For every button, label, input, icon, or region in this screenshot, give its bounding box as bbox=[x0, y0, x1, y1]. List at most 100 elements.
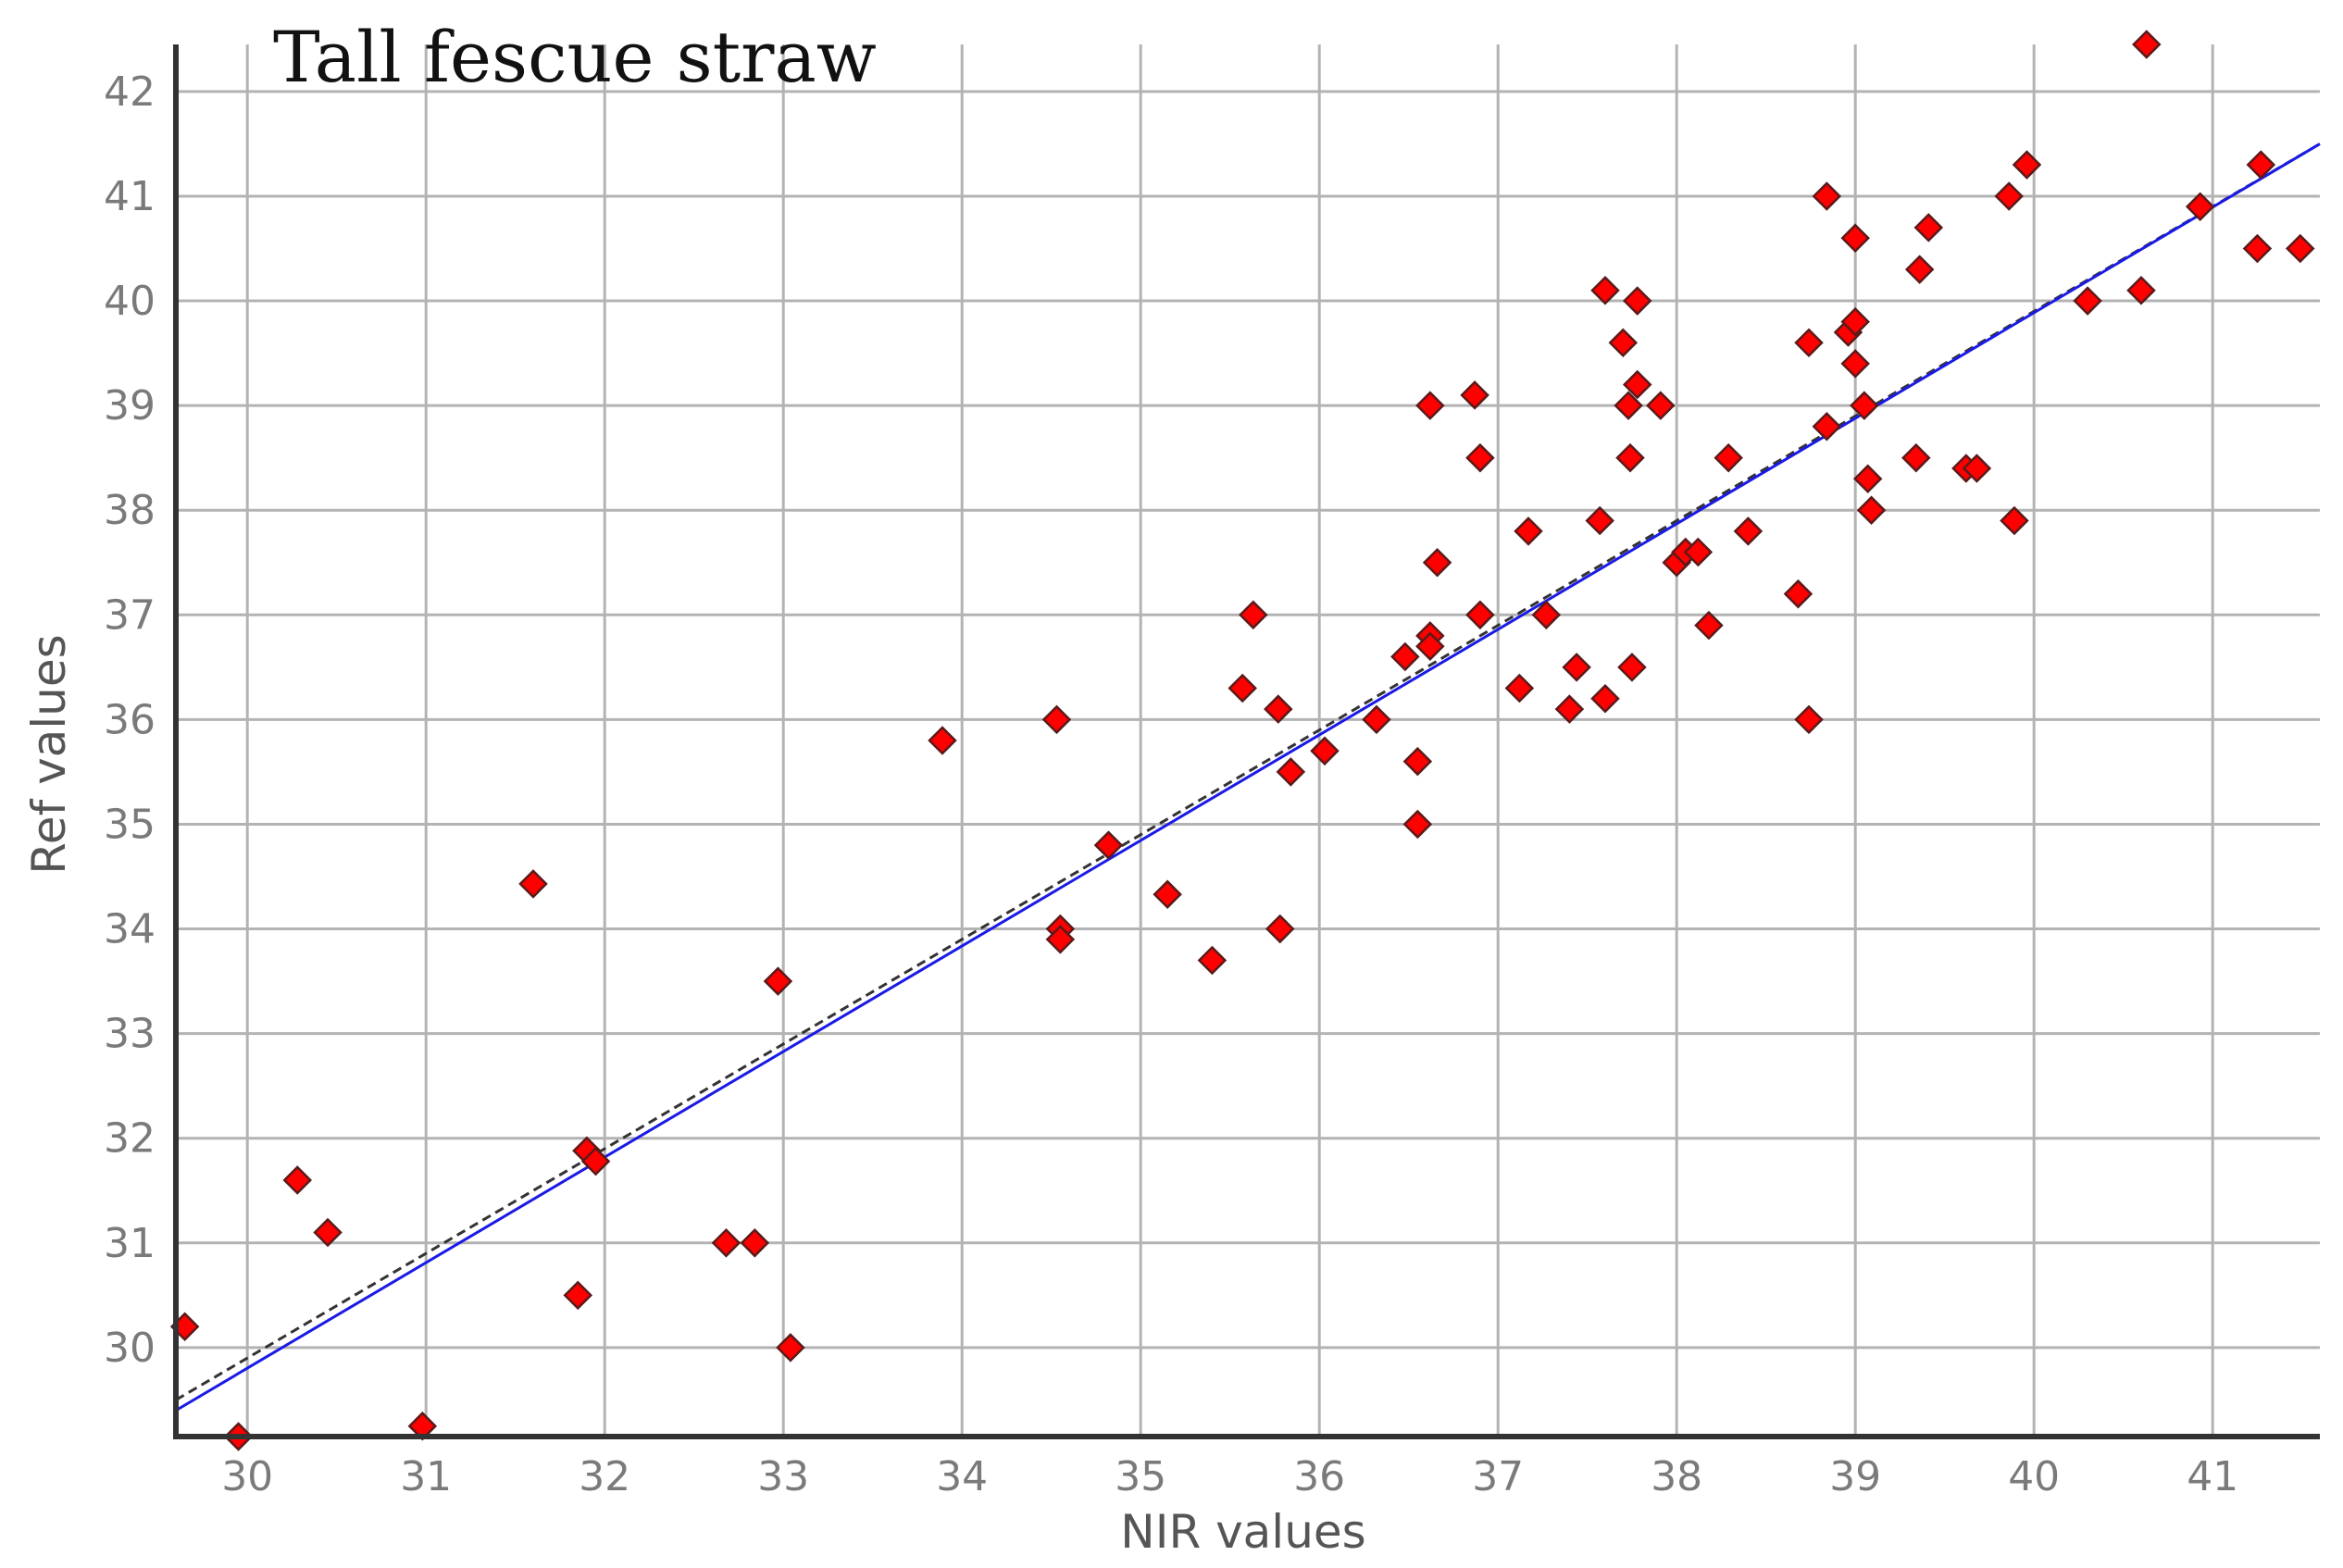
data-point bbox=[1683, 537, 1714, 567]
regression-line bbox=[175, 143, 2321, 1412]
data-point bbox=[1794, 704, 1824, 735]
data-point bbox=[1962, 454, 1992, 483]
data-point bbox=[1904, 255, 1935, 284]
data-point bbox=[1840, 223, 1870, 253]
y-tick-label: 42 bbox=[104, 68, 156, 116]
chart-title: Tall fescue straw bbox=[273, 16, 877, 98]
data-point bbox=[282, 1165, 313, 1195]
data-point bbox=[711, 1228, 742, 1258]
data-point bbox=[1622, 286, 1652, 316]
data-point bbox=[1460, 380, 1489, 410]
data-point bbox=[2132, 30, 2162, 59]
data-point bbox=[1812, 411, 1842, 442]
data-point bbox=[1840, 306, 1870, 337]
fit-lines bbox=[175, 143, 2321, 1412]
y-tick-label: 38 bbox=[104, 487, 156, 534]
data-point bbox=[580, 1146, 611, 1176]
data-point bbox=[1531, 600, 1562, 630]
x-tick-label: 31 bbox=[400, 1453, 452, 1500]
x-tick-label: 30 bbox=[221, 1453, 273, 1500]
x-tick-label: 38 bbox=[1651, 1453, 1702, 1500]
tick-labels: 30 31 32 33 34 35 36 37 38 39 40 41 30 31 32 33 34 35 36 37… bbox=[104, 68, 2238, 1500]
data-point bbox=[1041, 704, 1072, 735]
data-point bbox=[1590, 275, 1620, 305]
data-point bbox=[1994, 181, 2024, 211]
data-point bbox=[1402, 809, 1433, 840]
y-tick-label: 33 bbox=[104, 1011, 156, 1058]
y-tick-label: 31 bbox=[104, 1220, 156, 1267]
data-point bbox=[2246, 150, 2276, 180]
x-tick-label: 37 bbox=[1472, 1453, 1524, 1500]
x-tick-label: 34 bbox=[936, 1453, 988, 1500]
data-point bbox=[1783, 579, 1813, 609]
axes bbox=[173, 44, 2320, 1439]
data-point bbox=[1850, 391, 1879, 420]
data-point bbox=[1264, 694, 1293, 724]
y-tick-label: 40 bbox=[104, 278, 156, 325]
data-point bbox=[2012, 150, 2042, 180]
data-point bbox=[1415, 631, 1445, 661]
x-tick-label: 32 bbox=[579, 1453, 630, 1500]
data-point bbox=[1504, 673, 1535, 703]
data-point bbox=[1812, 181, 1842, 211]
data-point bbox=[2286, 233, 2315, 264]
data-point bbox=[1276, 757, 1306, 787]
x-tick-label: 39 bbox=[1829, 1453, 1881, 1500]
data-point bbox=[1694, 610, 1724, 641]
data-point bbox=[1228, 673, 1257, 703]
data-point bbox=[1901, 442, 1931, 473]
data-point bbox=[1913, 213, 1944, 243]
grid bbox=[176, 44, 2320, 1437]
data-point bbox=[1045, 925, 1076, 954]
data-point bbox=[1617, 653, 1647, 682]
data-point bbox=[1465, 442, 1495, 473]
data-point bbox=[1310, 736, 1340, 766]
data-point bbox=[1852, 464, 1883, 494]
data-point bbox=[1794, 328, 1824, 358]
data-point bbox=[1197, 945, 1228, 976]
y-tick-label: 35 bbox=[104, 801, 156, 848]
data-point bbox=[1554, 694, 1585, 724]
data-point bbox=[1733, 516, 1763, 546]
data-point bbox=[1608, 328, 1639, 358]
data-point bbox=[1585, 505, 1614, 536]
data-point bbox=[1562, 653, 1591, 682]
data-point bbox=[563, 1280, 593, 1311]
data-point bbox=[1362, 704, 1391, 735]
data-point bbox=[1590, 683, 1620, 714]
data-point bbox=[1856, 495, 1887, 525]
x-tick-label: 33 bbox=[757, 1453, 809, 1500]
y-axis-label: Ref values bbox=[22, 634, 76, 874]
data-point bbox=[1514, 516, 1543, 546]
y-tick-label: 32 bbox=[104, 1115, 156, 1163]
data-point bbox=[2242, 233, 2273, 264]
y-tick-label: 36 bbox=[104, 696, 156, 743]
data-point bbox=[1239, 600, 1268, 630]
x-axis-label: NIR values bbox=[1120, 1505, 1365, 1559]
data-point bbox=[1093, 830, 1124, 860]
data-point bbox=[518, 869, 548, 899]
x-tick-label: 41 bbox=[2187, 1453, 2238, 1500]
data-point bbox=[1622, 369, 1652, 400]
y-tick-label: 34 bbox=[104, 906, 156, 953]
x-tick-label: 35 bbox=[1115, 1453, 1166, 1500]
data-point bbox=[763, 966, 793, 996]
data-point bbox=[1714, 442, 1743, 473]
x-tick-label: 36 bbox=[1293, 1453, 1345, 1500]
data-point bbox=[1614, 391, 1643, 420]
data-point bbox=[1153, 879, 1182, 909]
y-tick-label: 37 bbox=[104, 591, 156, 639]
data-point bbox=[1646, 391, 1676, 420]
data-point bbox=[1415, 391, 1445, 420]
data-point bbox=[1390, 641, 1420, 672]
data-point bbox=[1422, 547, 1452, 578]
data-point bbox=[776, 1333, 805, 1363]
data-point bbox=[1465, 600, 1495, 630]
data-point bbox=[313, 1217, 343, 1248]
y-tick-label: 41 bbox=[104, 173, 156, 220]
y-tick-label: 30 bbox=[104, 1325, 156, 1372]
data-point bbox=[1615, 442, 1645, 473]
data-point bbox=[1402, 746, 1433, 777]
